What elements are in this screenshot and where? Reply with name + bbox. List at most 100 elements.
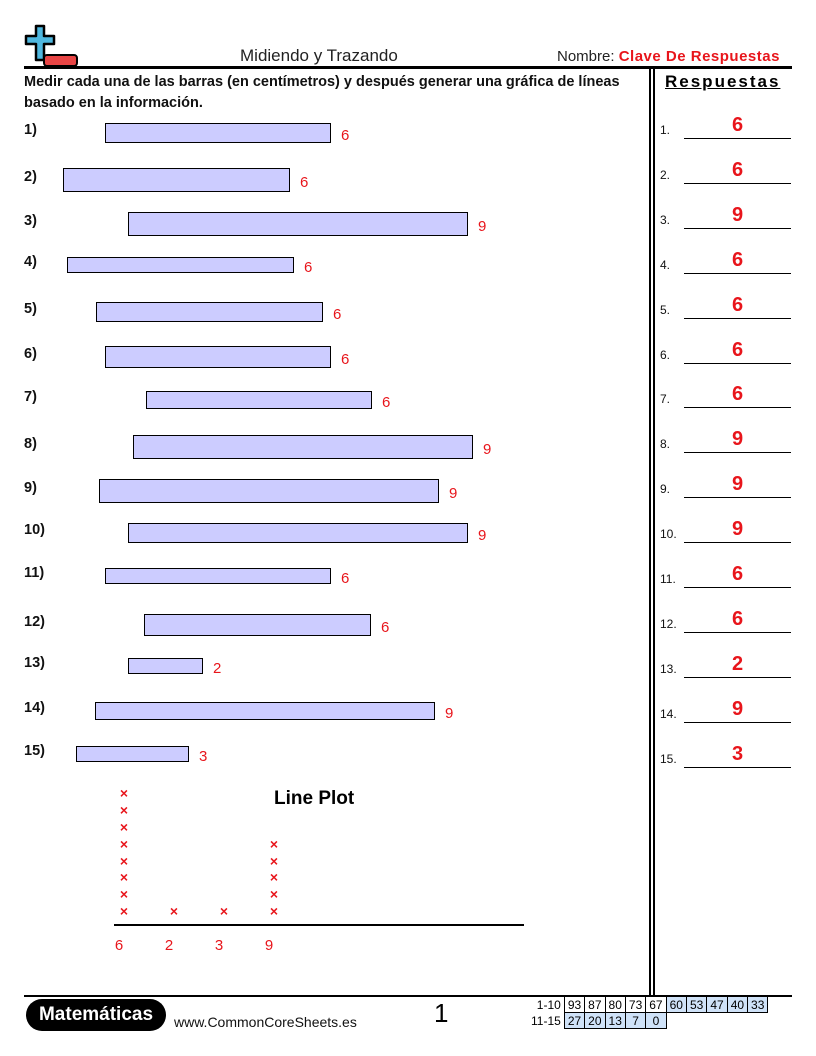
- answer-value: 9: [731, 697, 744, 720]
- column-divider: [653, 66, 655, 996]
- site-url: www.CommonCoreSheets.es: [174, 1014, 357, 1030]
- answer-number: 11.: [660, 572, 676, 586]
- answer-value: 6: [731, 563, 744, 585]
- question-label: 15): [24, 743, 45, 759]
- score-cell: 67: [645, 996, 667, 1013]
- question-label: 3): [24, 213, 37, 229]
- bar-answer: 9: [445, 705, 454, 722]
- plot-x-mark: ×: [119, 785, 129, 802]
- answer-number: 1.: [660, 123, 671, 137]
- measure-bar: [67, 257, 294, 273]
- plot-x-mark: ×: [269, 869, 279, 886]
- answer-number: 5.: [660, 302, 671, 317]
- page-number: 1: [434, 998, 449, 1028]
- answer-number: 12.: [660, 616, 677, 631]
- answer-number: 14.: [660, 706, 677, 721]
- answer-line: [684, 721, 791, 723]
- answer-line: [684, 497, 791, 499]
- measure-bar: [133, 435, 473, 459]
- answer-number: 6.: [660, 347, 671, 362]
- answer-value: 6: [731, 114, 744, 136]
- bar-answer: 6: [341, 351, 350, 368]
- measure-bar: [99, 479, 439, 503]
- answer-number: 7.: [660, 392, 671, 407]
- bar-answer: 6: [300, 174, 309, 191]
- bar-answer: 9: [478, 218, 487, 235]
- question-label: 6): [24, 346, 37, 362]
- answer-line: [684, 182, 791, 184]
- plot-x-mark: ×: [269, 903, 279, 919]
- measure-bar: [128, 658, 203, 674]
- answer-number: 4.: [660, 257, 671, 272]
- answer-line: [684, 542, 791, 544]
- measure-bar: [105, 568, 331, 584]
- measure-bar: [128, 523, 468, 543]
- answer-line: [684, 317, 791, 319]
- bar-answer: 9: [449, 485, 458, 502]
- measure-bar: [105, 346, 331, 368]
- plot-x-mark: ×: [119, 886, 129, 903]
- bar-answer: 6: [304, 259, 313, 276]
- score-row: 1-10 93 87 80 73 67 60 53 47 40 33: [528, 996, 769, 1013]
- question-label: 12): [24, 614, 45, 630]
- bar-answer: 3: [199, 748, 208, 765]
- answer-value: 6: [731, 248, 744, 271]
- score-cell: 87: [584, 996, 606, 1013]
- answer-value: 6: [731, 338, 744, 361]
- answer-value: 9: [731, 203, 744, 226]
- plot-x-mark: ×: [169, 903, 179, 919]
- question-label: 1): [24, 122, 37, 138]
- answer-number: 3.: [660, 212, 671, 227]
- answer-line: [684, 407, 791, 409]
- plot-axis: [114, 924, 524, 926]
- bar-answer: 6: [341, 570, 350, 587]
- answer-value: 9: [731, 428, 744, 451]
- question-label: 9): [24, 480, 37, 496]
- plot-tick-label: 2: [164, 937, 174, 954]
- answer-number: 13.: [660, 661, 677, 676]
- question-label: 13): [24, 655, 45, 671]
- score-cell: 80: [604, 996, 626, 1013]
- answer-line: [684, 452, 791, 454]
- score-cell: 60: [665, 996, 687, 1013]
- bar-answer: 6: [333, 306, 342, 323]
- answer-number: 15.: [660, 751, 677, 766]
- name-label: Nombre:: [557, 48, 615, 65]
- score-cell: 40: [726, 996, 749, 1013]
- answer-value: 6: [731, 607, 744, 630]
- bar-answer: 9: [483, 441, 492, 458]
- answer-line: [684, 676, 791, 678]
- bar-answer: 6: [381, 619, 390, 636]
- plot-x-mark: ×: [219, 903, 229, 919]
- plot-x-mark: ×: [119, 869, 129, 886]
- bar-answer: 9: [478, 527, 487, 544]
- measure-bar: [95, 702, 435, 720]
- question-label: 8): [24, 436, 37, 452]
- answer-line: [684, 227, 791, 229]
- measure-bar: [144, 614, 371, 636]
- question-label: 14): [24, 700, 45, 716]
- score-cell: 20: [584, 1012, 606, 1029]
- measure-bar: [63, 168, 290, 192]
- score-row-label: 1-10: [536, 997, 561, 1012]
- answer-line: [684, 362, 791, 364]
- answer-line: [684, 631, 791, 633]
- score-cell: 27: [563, 1012, 586, 1029]
- answer-number: 8.: [660, 437, 671, 452]
- score-row: 11-15 27 20 13 7 0: [528, 1012, 768, 1029]
- measure-bar: [128, 212, 468, 236]
- plot-tick-label: 9: [264, 937, 274, 954]
- question-label: 7): [24, 389, 37, 405]
- answer-number: 10.: [660, 527, 677, 542]
- measure-bar: [76, 746, 189, 762]
- plot-tick-label: 6: [114, 937, 124, 954]
- score-cell: 47: [706, 996, 728, 1013]
- measure-bar: [146, 391, 372, 409]
- score-cell: 73: [624, 996, 647, 1013]
- answer-value: 9: [731, 518, 744, 541]
- measure-bar: [105, 123, 331, 143]
- plot-x-mark: ×: [119, 835, 129, 852]
- answer-line: [684, 138, 791, 139]
- bar-answer: 6: [382, 394, 391, 411]
